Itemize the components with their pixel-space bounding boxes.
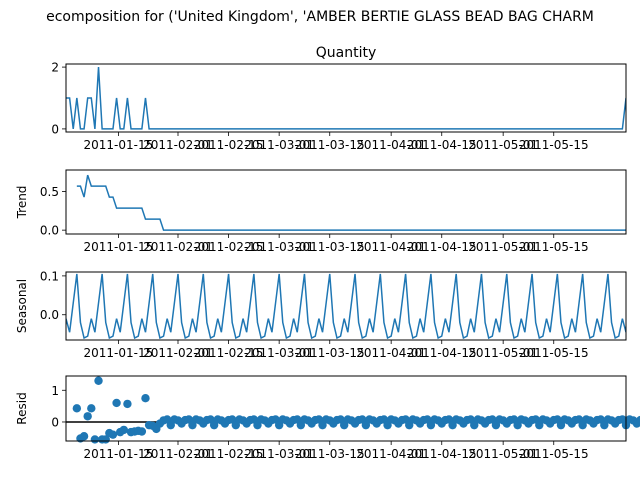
y-tick-label: 2 (51, 61, 59, 75)
y-tick-label: 0.1 (40, 269, 59, 283)
x-tick-label: 2011-05-01 (468, 346, 538, 360)
x-tick-label: 2011-03-01 (244, 240, 314, 254)
x-tick-label: 2011-02-15 (194, 240, 264, 254)
x-tick-label: 2011-03-15 (295, 346, 365, 360)
x-tick-label: 2011-02-01 (143, 240, 213, 254)
x-tick-label: 2011-02-15 (194, 138, 264, 152)
x-tick-label: 2011-04-01 (356, 240, 426, 254)
x-tick-label: 2011-03-15 (295, 240, 365, 254)
resid-point (636, 415, 640, 425)
axes-frame (65, 271, 627, 341)
resid-point (101, 435, 110, 444)
subplot-4: 012011-01-152011-02-012011-02-152011-03-… (15, 375, 640, 461)
subplot-panels: 022011-01-152011-02-012011-02-152011-03-… (15, 45, 640, 461)
y-tick-label: 1 (51, 384, 59, 398)
x-tick-label: 2011-05-01 (468, 138, 538, 152)
resid-point (119, 425, 129, 435)
x-tick-label: 2011-03-15 (295, 138, 365, 152)
series-line-1 (66, 67, 626, 130)
x-tick-label: 2011-05-01 (468, 240, 538, 254)
y-tick-label: 0.0 (40, 308, 59, 322)
x-tick-label: 2011-03-01 (244, 138, 314, 152)
x-tick-label: 2011-04-15 (407, 138, 477, 152)
x-tick-label: 2011-02-15 (194, 447, 264, 461)
y-tick-label: 0.0 (40, 224, 59, 238)
x-tick-label: 2011-02-01 (143, 346, 213, 360)
x-tick-label: 2011-02-01 (143, 138, 213, 152)
x-tick-label: 2011-05-15 (519, 346, 589, 360)
x-tick-label: 2011-01-15 (84, 447, 154, 461)
resid-point (108, 430, 118, 439)
figure-suptitle: ecomposition for ('United Kingdom', 'AMB… (46, 9, 594, 25)
axes-frame (65, 169, 627, 235)
x-tick-label: 2011-04-01 (356, 447, 426, 461)
resid-point (141, 394, 150, 403)
y-tick-label: 0 (51, 415, 59, 429)
y-axis-label: Resid (15, 392, 29, 424)
x-tick-label: 2011-05-15 (519, 447, 589, 461)
subplot-2: 0.00.52011-01-152011-02-012011-02-152011… (15, 169, 627, 254)
x-tick-label: 2011-01-15 (84, 138, 154, 152)
resid-point (72, 404, 82, 413)
x-tick-label: 2011-02-15 (194, 346, 264, 360)
subplot-title: Quantity (316, 45, 377, 61)
x-tick-label: 2011-04-15 (407, 240, 477, 254)
resid-point (87, 404, 96, 413)
x-tick-label: 2011-03-15 (295, 447, 365, 461)
resid-point (79, 432, 89, 441)
x-tick-label: 2011-01-15 (84, 240, 154, 254)
x-tick-label: 2011-05-01 (468, 447, 538, 461)
y-axis-label: Seasonal (15, 279, 29, 333)
subplot-3: 0.00.12011-01-152011-02-012011-02-152011… (15, 269, 627, 360)
resid-point (94, 376, 103, 385)
resid-point (90, 435, 100, 444)
x-tick-label: 2011-02-01 (143, 447, 213, 461)
resid-point (123, 399, 132, 409)
x-tick-label: 2011-04-15 (407, 346, 477, 360)
x-tick-label: 2011-05-15 (519, 138, 589, 152)
x-tick-label: 2011-04-01 (356, 138, 426, 152)
y-axis-label: Trend (15, 186, 29, 220)
series-line-3 (66, 273, 626, 340)
subplot-1: 022011-01-152011-02-012011-02-152011-03-… (51, 45, 627, 152)
resid-point (137, 427, 147, 436)
y-tick-label: 0.5 (40, 185, 59, 199)
y-tick-label: 0 (51, 122, 59, 136)
x-tick-label: 2011-04-15 (407, 447, 477, 461)
x-tick-label: 2011-01-15 (84, 346, 154, 360)
x-tick-label: 2011-04-01 (356, 346, 426, 360)
series-line-2 (76, 174, 626, 231)
axes-frame (65, 63, 627, 133)
x-tick-label: 2011-05-15 (519, 240, 589, 254)
resid-point (112, 398, 121, 408)
x-tick-label: 2011-03-01 (244, 346, 314, 360)
resid-point (83, 412, 92, 421)
axes-frame (65, 375, 627, 442)
x-tick-label: 2011-03-01 (244, 447, 314, 461)
